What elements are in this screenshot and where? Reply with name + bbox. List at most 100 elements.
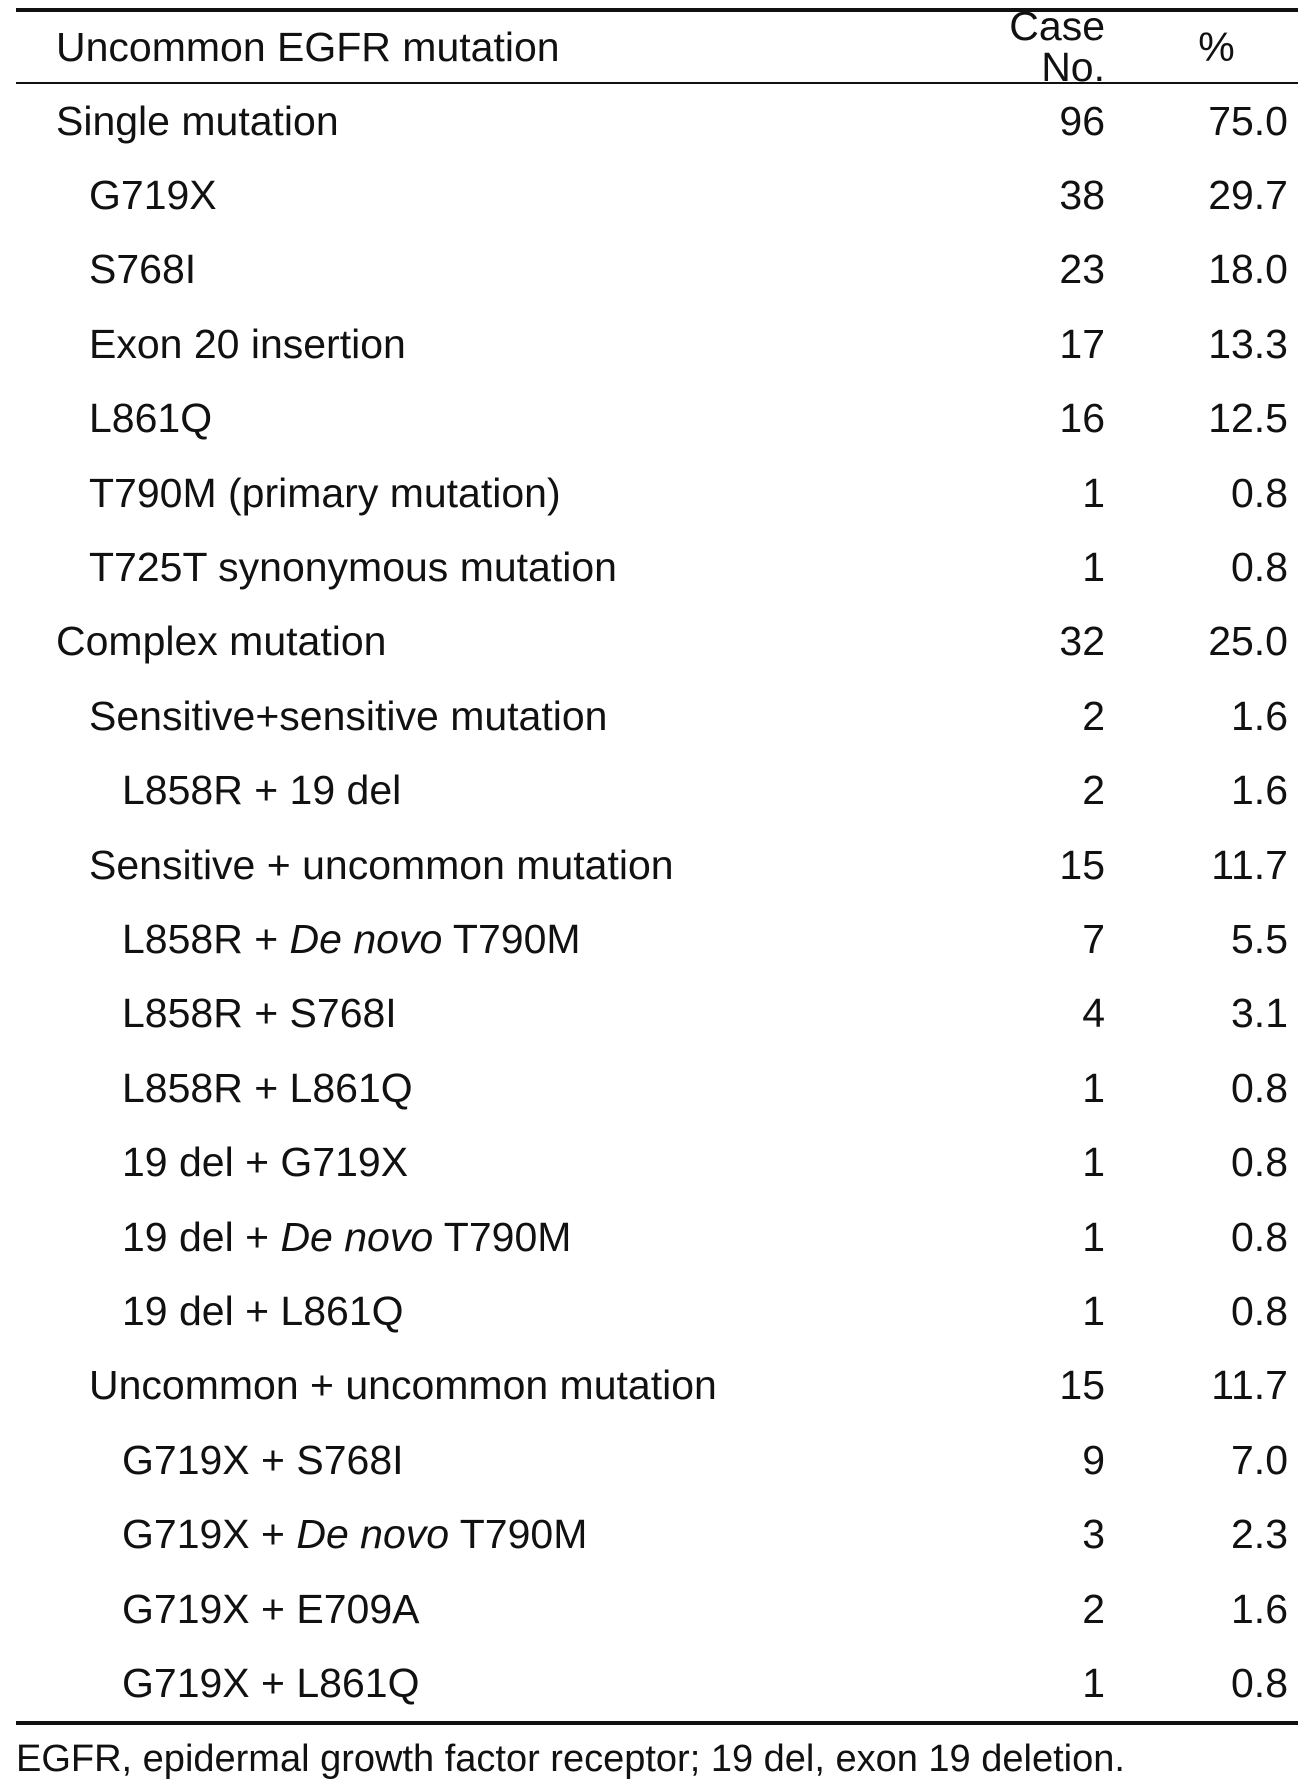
row-case-no: 16: [1059, 395, 1105, 442]
row-case-no: 4: [1082, 990, 1105, 1037]
table-row: G719X + De novo T790M 3 2.3: [16, 1497, 1298, 1571]
row-percent: 0.8: [1231, 1659, 1288, 1706]
row-percent: 0.8: [1231, 544, 1288, 591]
row-label-italic: De novo: [289, 915, 443, 962]
row-label: L858R + L861Q: [16, 1064, 906, 1111]
row-label: Sensitive + uncommon mutation: [16, 841, 906, 888]
row-percent: 18.0: [1208, 246, 1288, 293]
row-case-no: 2: [1082, 767, 1105, 814]
row-percent: 5.5: [1231, 915, 1288, 962]
row-label-part: L858R + L861Q: [122, 1064, 413, 1111]
row-label-part: G719X +: [122, 1511, 297, 1558]
table-row: 19 del + De novo T790M 1 0.8: [16, 1200, 1298, 1274]
mutation-table: Uncommon EGFR mutation Case No. % Single…: [16, 6, 1298, 1725]
table-row: 19 del + G719X 1 0.8: [16, 1125, 1298, 1199]
row-case-no: 32: [1059, 618, 1105, 665]
table-row: S768I 23 18.0: [16, 233, 1298, 307]
row-case-no: 15: [1059, 1362, 1105, 1409]
row-label-part: T790M: [449, 1511, 588, 1558]
row-label: L858R + S768I: [16, 993, 906, 1034]
row-label-part: T790M: [433, 1213, 572, 1260]
row-case-no: 23: [1059, 246, 1105, 293]
row-label: L861Q: [16, 398, 906, 439]
row-label: T725T synonymous mutation: [16, 547, 906, 588]
row-case-no: 1: [1082, 1287, 1105, 1334]
table-row: L861Q 16 12.5: [16, 382, 1298, 456]
row-case-no: 1: [1082, 1064, 1105, 1111]
row-case-no: 1: [1082, 1659, 1105, 1706]
row-label: Single mutation: [16, 100, 906, 142]
row-percent: 29.7: [1208, 172, 1288, 219]
table-bottom-rule: [16, 1720, 1298, 1725]
row-case-no: 2: [1082, 692, 1105, 739]
row-label: L858R + 19 del: [16, 770, 906, 811]
row-label-part: Sensitive+sensitive mutation: [89, 692, 608, 739]
row-label: G719X + E709A: [16, 1585, 906, 1632]
row-case-no: 3: [1082, 1511, 1105, 1558]
row-label-part: Sensitive + uncommon mutation: [89, 841, 674, 888]
row-label-part: G719X + S768I: [122, 1436, 404, 1483]
row-label: 19 del + L861Q: [16, 1287, 906, 1334]
header-case-no: Case No.: [1009, 3, 1105, 90]
row-case-no: 1: [1082, 1213, 1105, 1260]
row-label-part: Exon 20 insertion: [89, 320, 406, 367]
table-row: G719X + L861Q 1 0.8: [16, 1646, 1298, 1720]
row-label: Complex mutation: [16, 621, 906, 662]
row-case-no: 17: [1059, 320, 1105, 367]
row-label-italic: De novo: [280, 1213, 434, 1260]
row-label-part: G719X + L861Q: [122, 1659, 420, 1706]
row-label-part: 19 del + L861Q: [122, 1287, 404, 1334]
header-percent: %: [1198, 23, 1235, 70]
row-label: G719X + S768I: [16, 1436, 906, 1483]
table-row: G719X + S768I 9 7.0: [16, 1423, 1298, 1497]
table-top-rule: [16, 8, 1298, 12]
table-row: Exon 20 insertion 17 13.3: [16, 307, 1298, 381]
row-label-part: Complex mutation: [56, 618, 387, 665]
table-header-rule: [16, 82, 1298, 84]
row-label-part: Uncommon + uncommon mutation: [89, 1362, 717, 1409]
row-label-part: T790M (primary mutation): [89, 469, 561, 516]
table-row: G719X 38 29.7: [16, 158, 1298, 232]
row-case-no: 2: [1082, 1585, 1105, 1632]
row-case-no: 1: [1082, 544, 1105, 591]
row-percent: 1.6: [1231, 692, 1288, 739]
table-row: L858R + 19 del 2 1.6: [16, 754, 1298, 828]
row-label: Sensitive+sensitive mutation: [16, 692, 906, 739]
table-header-row: Uncommon EGFR mutation Case No. %: [16, 6, 1298, 88]
row-percent: 11.7: [1211, 841, 1288, 888]
row-percent: 3.1: [1231, 990, 1288, 1037]
row-percent: 13.3: [1208, 320, 1288, 367]
row-percent: 12.5: [1208, 395, 1288, 442]
row-percent: 75.0: [1208, 97, 1288, 144]
table-row: G719X + E709A 2 1.6: [16, 1572, 1298, 1646]
row-case-no: 1: [1082, 1139, 1105, 1186]
row-label: Exon 20 insertion: [16, 320, 906, 367]
row-label: 19 del + G719X: [16, 1142, 906, 1183]
row-percent: 0.8: [1231, 1139, 1288, 1186]
row-label-italic: De novo: [296, 1511, 450, 1558]
table-body: Single mutation 96 75.0 G719X 38 29.7 S768I 23 1…: [16, 84, 1298, 1721]
row-label: G719X + L861Q: [16, 1659, 906, 1706]
table-row: L858R + De novo T790M 7 5.5: [16, 902, 1298, 976]
row-label-part: G719X + E709A: [122, 1585, 420, 1632]
row-label: G719X: [16, 175, 906, 216]
row-label-part: L858R +: [122, 915, 290, 962]
row-case-no: 1: [1082, 469, 1105, 516]
row-label: 19 del + De novo T790M: [16, 1213, 906, 1260]
row-case-no: 9: [1082, 1436, 1105, 1483]
row-label-part: L861Q: [89, 395, 213, 442]
row-percent: 0.8: [1231, 1213, 1288, 1260]
row-label: T790M (primary mutation): [16, 469, 906, 516]
row-case-no: 96: [1059, 97, 1105, 144]
table-row: L858R + L861Q 1 0.8: [16, 1051, 1298, 1125]
row-percent: 0.8: [1231, 469, 1288, 516]
table-row: Uncommon + uncommon mutation 15 11.7: [16, 1349, 1298, 1423]
table-row: L858R + S768I 4 3.1: [16, 977, 1298, 1051]
row-label-part: T790M: [442, 915, 581, 962]
row-percent: 7.0: [1231, 1436, 1288, 1483]
row-case-no: 7: [1082, 915, 1105, 962]
table-row: Complex mutation 32 25.0: [16, 605, 1298, 679]
row-label-part: T725T synonymous mutation: [89, 544, 617, 591]
table-row: Single mutation 96 75.0: [16, 84, 1298, 158]
row-percent: 0.8: [1231, 1064, 1288, 1111]
